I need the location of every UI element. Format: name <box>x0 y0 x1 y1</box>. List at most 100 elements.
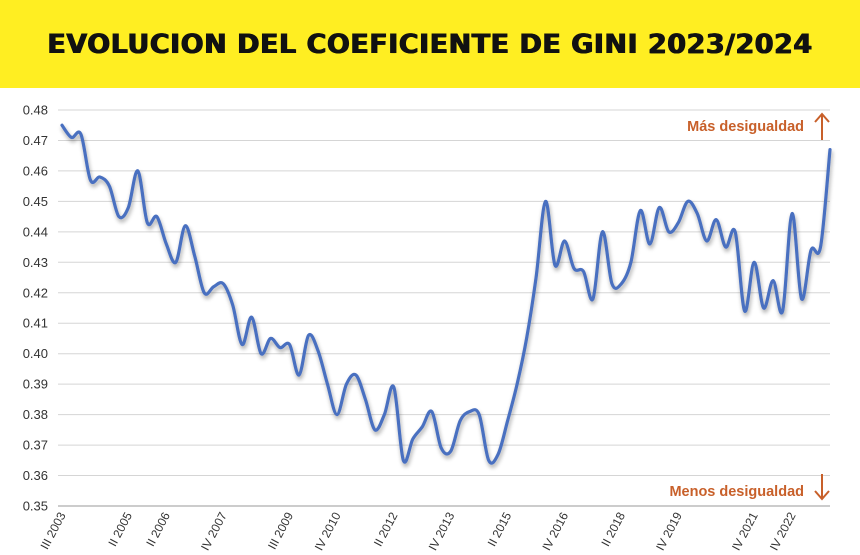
data-point <box>497 453 499 455</box>
data-point <box>345 383 347 385</box>
data-point <box>544 200 546 202</box>
data-point <box>630 261 632 263</box>
data-point <box>118 215 120 217</box>
data-point <box>213 285 215 287</box>
data-point <box>725 246 727 248</box>
gini-series-line <box>60 123 832 465</box>
data-point <box>563 240 565 242</box>
data-point <box>250 316 252 318</box>
data-point <box>279 346 281 348</box>
data-point <box>260 352 262 354</box>
data-point <box>307 334 309 336</box>
data-point <box>734 231 736 233</box>
y-axis: 0.48 0.47 0.46 0.45 0.44 0.43 0.42 0.41 0.40 0.39… <box>23 103 48 514</box>
data-point <box>658 206 660 208</box>
data-point <box>791 212 793 214</box>
x-tick-label: II 2015 <box>485 510 515 549</box>
x-tick-label: IV 2022 <box>767 510 799 553</box>
data-point <box>402 459 404 461</box>
data-point <box>288 343 290 345</box>
data-point <box>431 410 433 412</box>
x-tick-label: III 2009 <box>265 510 296 552</box>
data-point <box>601 231 603 233</box>
gini-line-chart: 0.48 0.47 0.46 0.45 0.44 0.43 0.42 0.41 0.40 0.39… <box>23 103 832 553</box>
data-point <box>573 267 575 269</box>
data-point <box>241 343 243 345</box>
data-point <box>127 206 129 208</box>
data-point <box>772 279 774 281</box>
data-point <box>269 337 271 339</box>
data-point <box>487 459 489 461</box>
data-point <box>450 450 452 452</box>
data-point <box>165 243 167 245</box>
x-tick-label: IV 2010 <box>312 510 344 553</box>
data-point <box>383 413 385 415</box>
data-point <box>412 438 414 440</box>
arrow-down-icon <box>814 474 830 501</box>
data-point <box>781 310 783 312</box>
data-point <box>326 383 328 385</box>
data-point <box>89 179 91 181</box>
data-point <box>715 218 717 220</box>
data-point <box>146 222 148 224</box>
data-point <box>620 282 622 284</box>
y-tick-label: 0.48 <box>23 103 48 118</box>
data-point <box>298 374 300 376</box>
y-tick-label: 0.43 <box>23 255 48 270</box>
arrow-up-icon <box>814 112 830 140</box>
data-point <box>582 270 584 272</box>
data-point <box>137 170 139 172</box>
data-point <box>810 249 812 251</box>
data-point <box>506 420 508 422</box>
x-axis: III 2003 II 2005 II 2006 IV 2007 III 2009 IV … <box>37 505 830 553</box>
data-point <box>61 124 63 126</box>
x-tick-label: II 2005 <box>105 510 135 549</box>
data-point <box>393 386 395 388</box>
series-layer <box>60 123 832 465</box>
data-point <box>184 225 186 227</box>
y-tick-label: 0.37 <box>23 438 48 453</box>
x-tick-label: II 2006 <box>143 510 173 549</box>
data-point <box>70 136 72 138</box>
annotation-more-inequality: Más desigualdad <box>687 112 830 140</box>
data-point <box>156 215 158 217</box>
data-point <box>231 304 233 306</box>
y-tick-label: 0.38 <box>23 407 48 422</box>
data-point <box>421 426 423 428</box>
y-tick-label: 0.47 <box>23 133 48 148</box>
data-point <box>99 176 101 178</box>
y-tick-label: 0.46 <box>23 163 48 178</box>
data-point <box>687 200 689 202</box>
data-point <box>355 374 357 376</box>
data-point <box>706 240 708 242</box>
data-point <box>374 429 376 431</box>
x-tick-label: II 2012 <box>371 510 401 549</box>
data-point <box>222 282 224 284</box>
data-point <box>364 398 366 400</box>
data-point <box>762 307 764 309</box>
y-tick-label: 0.41 <box>23 316 48 331</box>
data-point <box>800 298 802 300</box>
x-tick-label: III 2003 <box>37 510 68 552</box>
data-point <box>592 298 594 300</box>
data-point <box>743 310 745 312</box>
annotation-top-label: Más desigualdad <box>687 119 804 135</box>
x-tick-label: IV 2007 <box>198 510 230 553</box>
data-point <box>194 255 196 257</box>
data-point <box>611 282 613 284</box>
data-point <box>459 420 461 422</box>
data-point <box>554 264 556 266</box>
x-tick-label: IV 2021 <box>729 510 761 553</box>
y-tick-label: 0.39 <box>23 377 48 392</box>
data-point <box>753 261 755 263</box>
gridlines <box>58 109 830 507</box>
data-point <box>203 292 205 294</box>
data-point <box>108 185 110 187</box>
title-banner: EVOLUCION DEL COEFICIENTE DE GINI 2023/2… <box>0 0 860 88</box>
data-point <box>80 133 82 135</box>
x-tick-label: IV 2019 <box>653 510 685 553</box>
annotation-bottom-label: Menos desigualdad <box>669 484 804 500</box>
chart-panel: 0.48 0.47 0.46 0.45 0.44 0.43 0.42 0.41 0.40 0.39… <box>0 88 860 555</box>
data-point <box>677 222 679 224</box>
data-point <box>819 246 821 248</box>
